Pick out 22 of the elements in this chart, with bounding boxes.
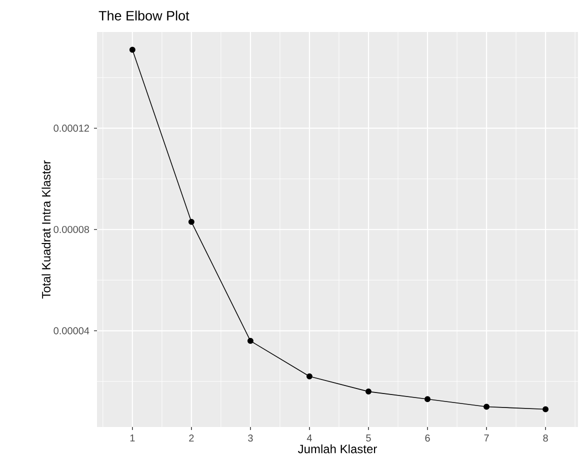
x-tick-label: 6: [425, 434, 430, 442]
point: [424, 396, 431, 402]
x-tick-label: 7: [484, 434, 489, 442]
x-tick-label: 4: [306, 434, 312, 442]
x-tick-label: 2: [189, 434, 194, 442]
point: [365, 388, 372, 395]
x-tick-label: 5: [366, 434, 371, 442]
point: [188, 218, 194, 225]
x-tick-label: 8: [543, 434, 548, 442]
x-tick-label: 3: [248, 434, 253, 442]
point: [484, 404, 490, 410]
point: [542, 406, 549, 412]
y-tick-label: 0.00008: [54, 226, 90, 234]
y-axis-title: Total Kuadrat Intra Klaster: [42, 160, 50, 299]
y-tick-label: 0.00012: [54, 124, 89, 132]
point: [306, 373, 312, 380]
x-axis-title: Jumlah Klaster: [298, 444, 377, 454]
point: [129, 46, 136, 53]
point: [247, 338, 254, 344]
y-tick-label: 0.00004: [54, 327, 90, 334]
chart-title: The Elbow Plot: [98, 10, 190, 20]
x-tick-label: 1: [130, 434, 135, 442]
